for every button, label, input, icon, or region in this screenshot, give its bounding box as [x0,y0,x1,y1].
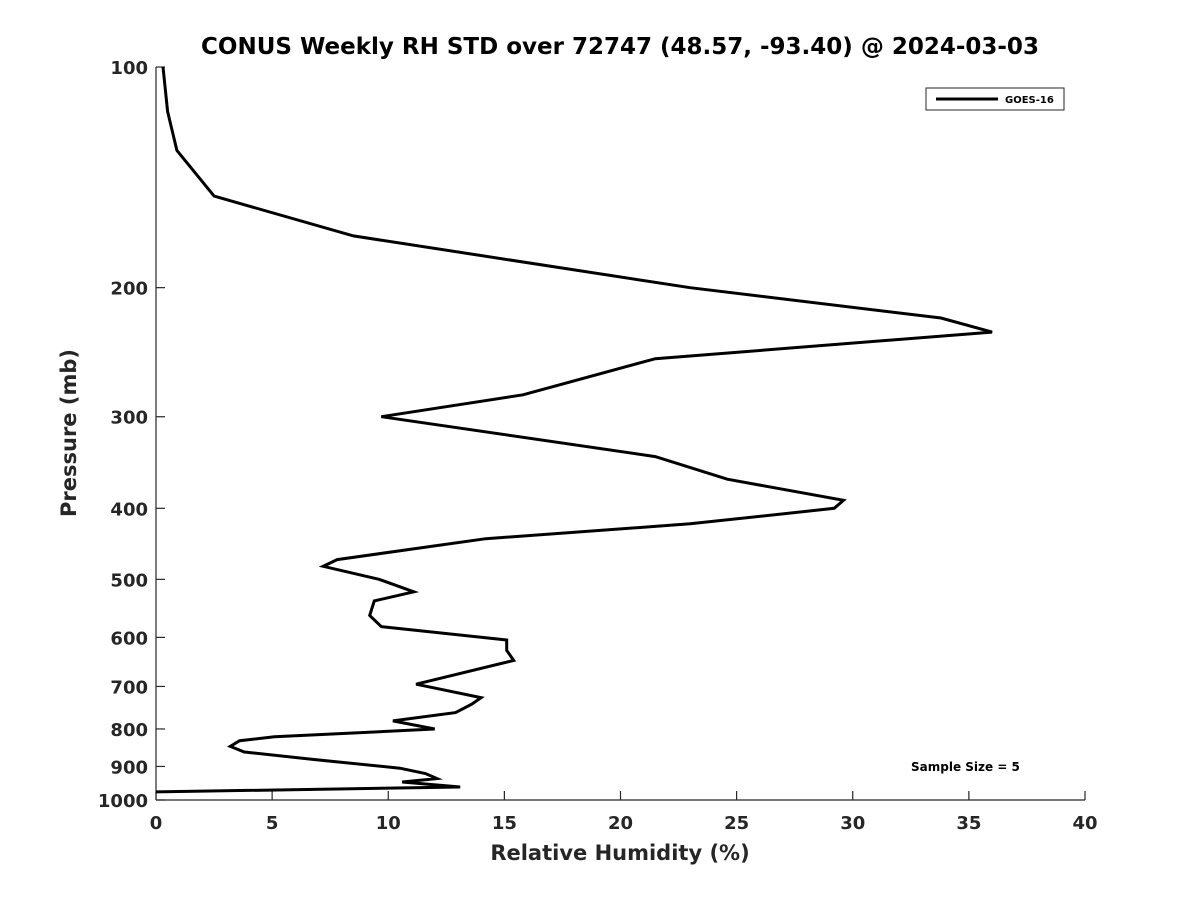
y-tick-label: 900 [110,757,148,778]
y-tick-label: 300 [110,408,148,429]
y-tick-label: 100 [110,58,148,79]
x-tick-label: 15 [492,813,517,834]
x-tick-label: 20 [608,813,633,834]
legend: GOES-16 [925,87,1065,111]
chart-title: CONUS Weekly RH STD over 72747 (48.57, -… [201,34,1039,60]
x-tick-label: 25 [724,813,749,834]
x-tick-label: 30 [840,813,865,834]
y-tick-label: 500 [110,570,148,591]
y-tick-label: 400 [110,499,148,520]
x-tick-label: 0 [150,813,163,834]
x-tick-label: 10 [376,813,401,834]
sample-size-annotation: Sample Size = 5 [911,760,1020,774]
legend-label-goes-16: GOES-16 [1005,95,1054,106]
x-tick-label: 35 [956,813,981,834]
plot-area: 0 5 10 15 20 25 30 35 40 100 200 300 400 500 600 700 800… [98,58,1098,834]
y-tick-label: 700 [110,677,148,698]
series-line-goes-16 [155,66,993,794]
x-tick-label: 40 [1072,813,1097,834]
x-tick-label: 5 [266,813,279,834]
y-tick-label: 200 [110,279,148,300]
y-axis-label: Pressure (mb) [57,349,81,517]
y-tick-label: 1000 [98,791,148,812]
y-tick-label: 800 [110,720,148,741]
x-axis-label: Relative Humidity (%) [490,841,749,865]
y-tick-label: 600 [110,628,148,649]
